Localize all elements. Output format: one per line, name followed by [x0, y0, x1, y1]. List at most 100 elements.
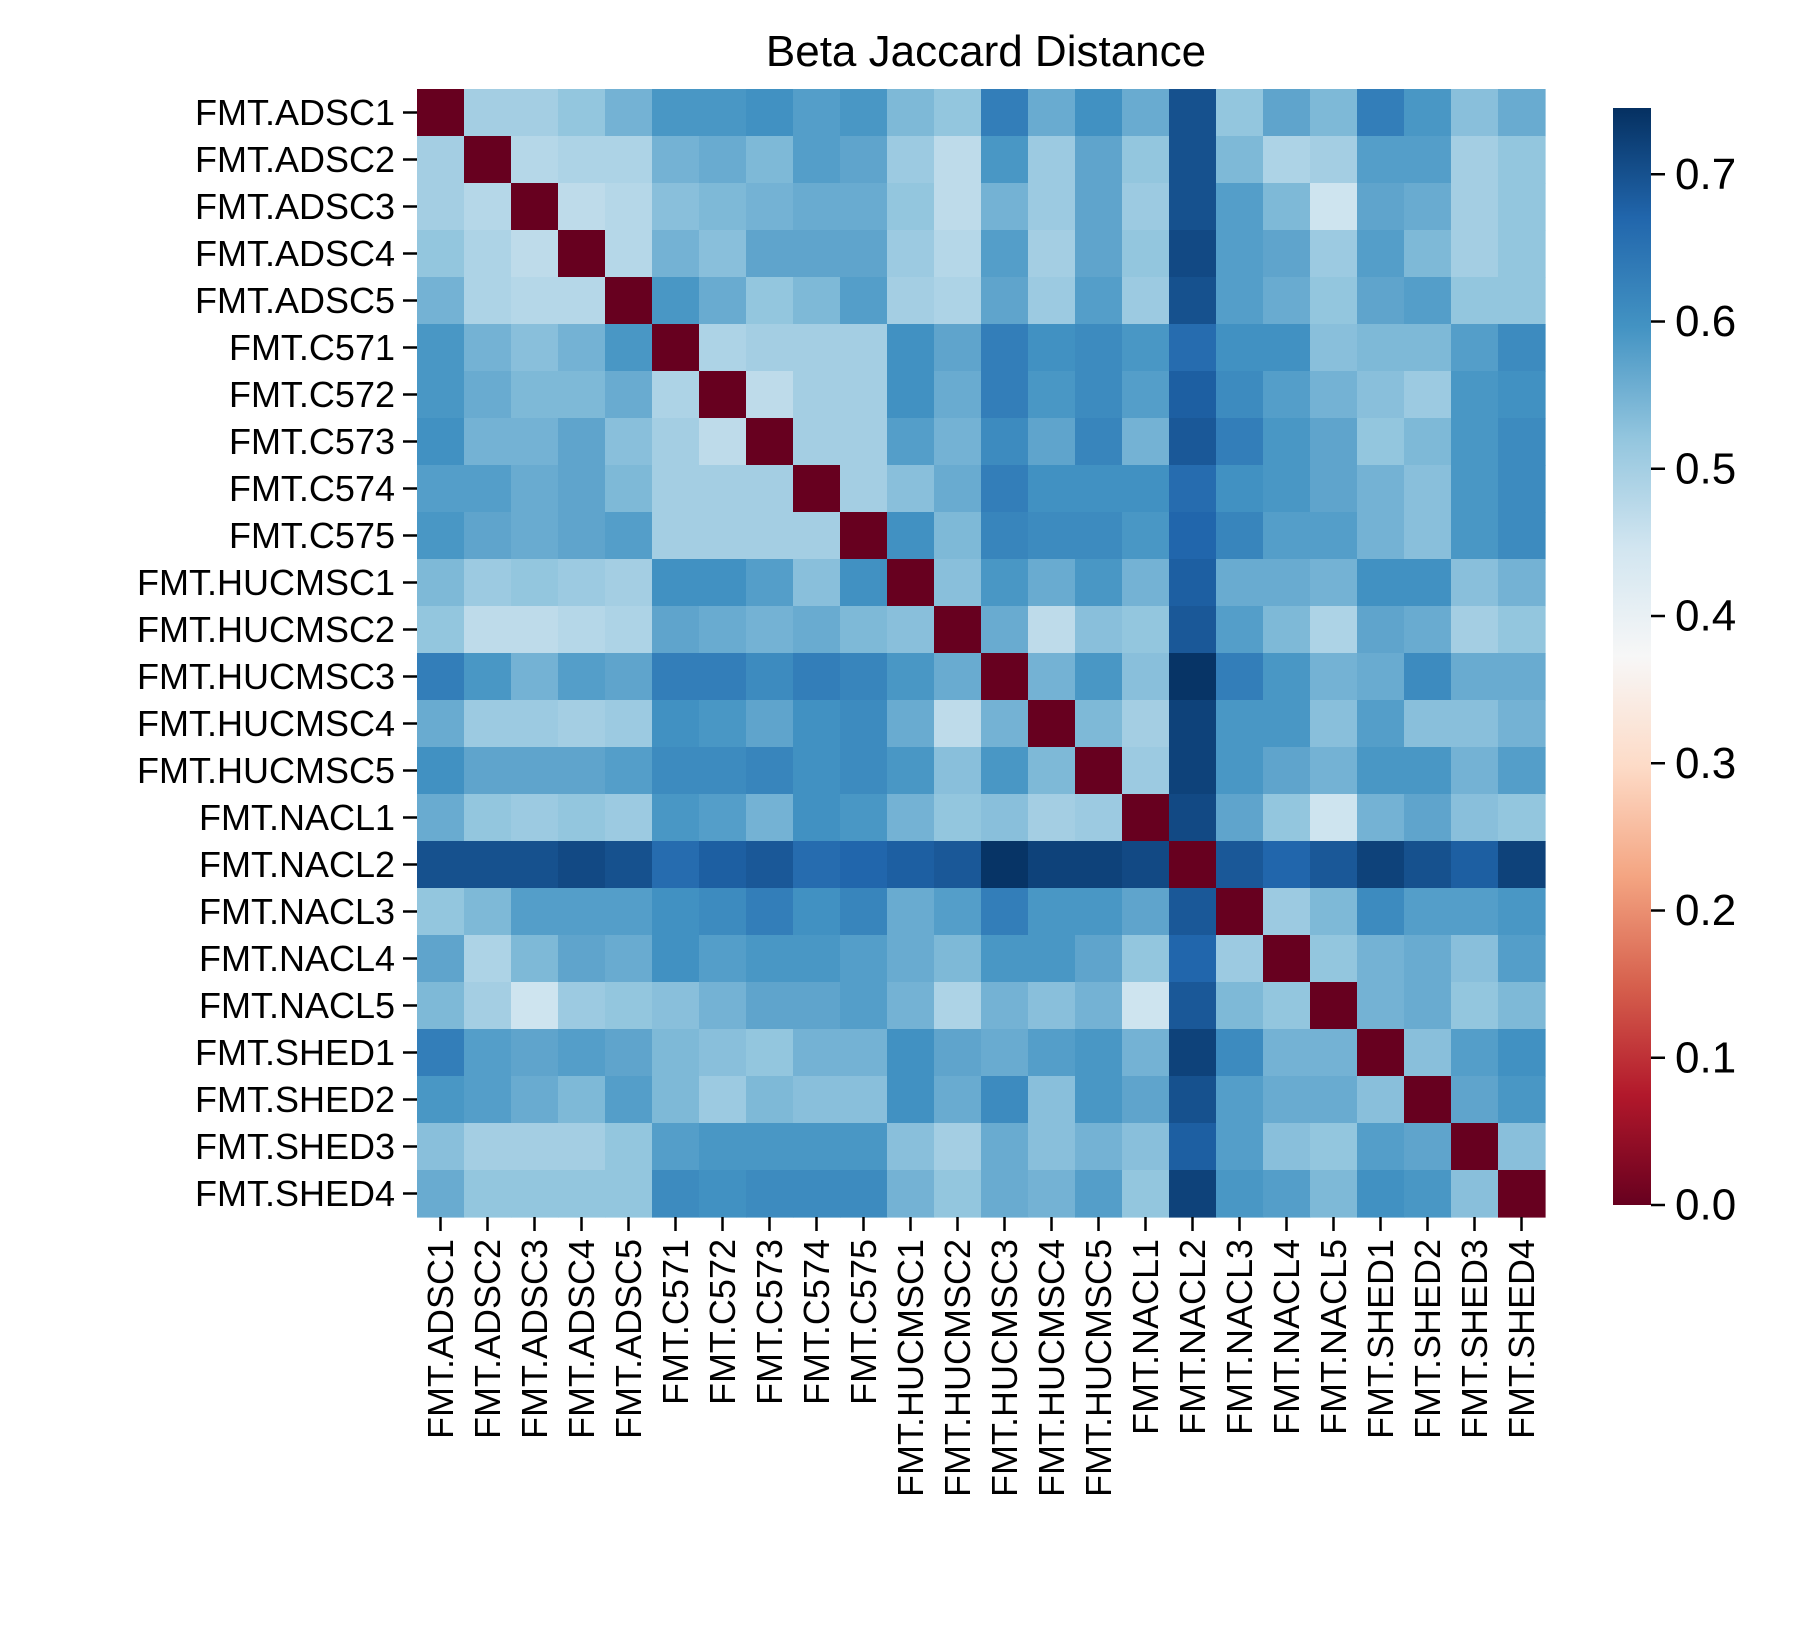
heatmap-cell	[1310, 841, 1358, 889]
heatmap-cell	[1498, 935, 1546, 983]
heatmap-cell	[1263, 888, 1311, 936]
x-tick-label: FMT.NACL1	[1125, 1239, 1166, 1435]
heatmap-cell	[605, 230, 653, 278]
heatmap-cell	[1310, 888, 1358, 936]
heatmap-cell	[840, 1029, 888, 1077]
heatmap-cell	[699, 794, 747, 842]
heatmap-cell	[652, 230, 700, 278]
heatmap-cell	[981, 1123, 1029, 1171]
heatmap-cell	[1263, 1123, 1311, 1171]
heatmap-cell	[699, 512, 747, 560]
heatmap-cell	[887, 935, 935, 983]
heatmap-cell	[652, 277, 700, 325]
heatmap-cell	[511, 418, 559, 466]
heatmap-cell	[417, 371, 465, 419]
heatmap-cell	[840, 888, 888, 936]
x-tick-label: FMT.C574	[796, 1239, 837, 1405]
heatmap-cell	[793, 794, 841, 842]
heatmap-cell	[934, 324, 982, 372]
heatmap-cell	[746, 371, 794, 419]
heatmap-cell	[793, 89, 841, 137]
heatmap-cell	[1169, 1029, 1217, 1077]
heatmap-cell	[746, 418, 794, 466]
heatmap-cell	[793, 418, 841, 466]
heatmap-cell	[1028, 982, 1076, 1030]
heatmap-cell	[1028, 1123, 1076, 1171]
x-tick-label: FMT.SHED2	[1407, 1239, 1448, 1439]
heatmap-cell	[1357, 512, 1405, 560]
heatmap-cell	[1498, 465, 1546, 513]
y-tick-label: FMT.SHED4	[195, 1173, 395, 1214]
heatmap-cell	[1498, 653, 1546, 701]
heatmap-cell	[1216, 982, 1264, 1030]
heatmap-cell	[1263, 700, 1311, 748]
heatmap-cell	[746, 277, 794, 325]
heatmap-cell	[652, 700, 700, 748]
heatmap-cell	[1263, 982, 1311, 1030]
y-tick-label: FMT.HUCMSC3	[137, 656, 395, 697]
heatmap-cell	[417, 794, 465, 842]
x-tick-label: FMT.ADSC3	[514, 1239, 555, 1439]
heatmap-cell	[1169, 1170, 1217, 1218]
heatmap-cell	[793, 230, 841, 278]
heatmap-cell	[605, 841, 653, 889]
heatmap-cell	[934, 935, 982, 983]
heatmap-cell	[1357, 559, 1405, 607]
heatmap-cell	[1169, 747, 1217, 795]
heatmap-cell	[1263, 277, 1311, 325]
heatmap-cell	[793, 324, 841, 372]
heatmap-cell	[840, 89, 888, 137]
heatmap-cell	[840, 136, 888, 184]
heatmap-cell	[464, 418, 512, 466]
heatmap-cell	[1498, 371, 1546, 419]
heatmap-cell	[464, 230, 512, 278]
heatmap-cell	[1122, 418, 1170, 466]
heatmap-cell	[1404, 89, 1452, 137]
heatmap-cell	[840, 700, 888, 748]
y-tick-label: FMT.NACL4	[199, 938, 395, 979]
heatmap-cell	[1310, 89, 1358, 137]
heatmap-cell	[464, 136, 512, 184]
heatmap-cell	[887, 1123, 935, 1171]
heatmap-cell	[464, 512, 512, 560]
heatmap-cell	[511, 747, 559, 795]
heatmap-cell	[934, 183, 982, 231]
heatmap-cell	[1075, 653, 1123, 701]
heatmap-cell	[464, 324, 512, 372]
heatmap-cell	[699, 1123, 747, 1171]
heatmap-cell	[605, 794, 653, 842]
heatmap-cell	[1075, 371, 1123, 419]
heatmap-cell	[652, 747, 700, 795]
heatmap-cell	[1451, 653, 1499, 701]
heatmap-cell	[840, 1170, 888, 1218]
heatmap-cell	[1263, 1029, 1311, 1077]
heatmap-cell	[746, 935, 794, 983]
heatmap-cell	[558, 136, 606, 184]
heatmap-cell	[1498, 982, 1546, 1030]
heatmap-cell	[1263, 512, 1311, 560]
heatmap-cell	[887, 1076, 935, 1124]
heatmap-cell	[652, 653, 700, 701]
heatmap-cell	[793, 1123, 841, 1171]
heatmap-cell	[1357, 230, 1405, 278]
heatmap-cell	[1451, 700, 1499, 748]
heatmap-cell	[464, 89, 512, 137]
heatmap-cell	[887, 559, 935, 607]
heatmap-cell	[1216, 371, 1264, 419]
heatmap-cell	[746, 136, 794, 184]
heatmap-cell	[1169, 982, 1217, 1030]
heatmap-cell	[1169, 230, 1217, 278]
heatmap-cell	[417, 183, 465, 231]
heatmap-cell	[934, 512, 982, 560]
heatmap-cell	[652, 559, 700, 607]
heatmap-cell	[1075, 136, 1123, 184]
heatmap-cell	[1498, 841, 1546, 889]
heatmap-cell	[464, 1076, 512, 1124]
heatmap-cell	[1451, 1170, 1499, 1218]
heatmap-cell	[511, 794, 559, 842]
heatmap-cell	[793, 747, 841, 795]
heatmap-cell	[934, 89, 982, 137]
heatmap-cell	[699, 747, 747, 795]
heatmap-cell	[511, 89, 559, 137]
